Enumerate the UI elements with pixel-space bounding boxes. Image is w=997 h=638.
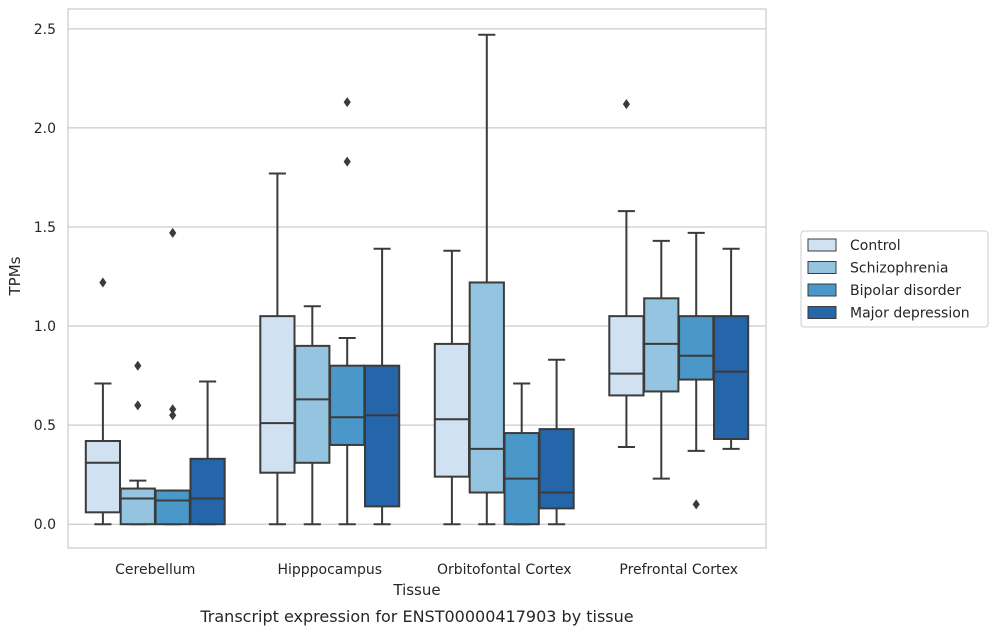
box-3-1 — [363, 247, 401, 526]
x-tick-label: Hipppocampus — [277, 562, 382, 578]
box-2-2 — [503, 382, 540, 526]
box-iqr — [119, 487, 156, 526]
outlier-point — [134, 400, 142, 411]
chart-caption: Transcript expression for ENST0000041790… — [199, 607, 633, 626]
y-tick-label: 1.5 — [34, 220, 56, 236]
box-iqr — [154, 489, 191, 526]
box-iqr — [329, 364, 366, 446]
legend: Control Schizophrenia Bipolar disorder Majo… — [800, 230, 989, 328]
outlier-point — [343, 97, 351, 108]
x-tick-labels: Cerebellum Hipppocampus Orbitofontal Corte… — [115, 562, 738, 578]
box-iqr — [433, 342, 471, 478]
outlier-point — [692, 499, 700, 510]
legend-label: Schizophrenia — [850, 261, 948, 277]
box-1-3 — [643, 239, 680, 480]
x-tick-label: Cerebellum — [115, 562, 195, 578]
box-1-0 — [119, 360, 156, 526]
box-iqr — [189, 457, 226, 526]
box-3-3 — [712, 247, 750, 450]
box-iqr — [608, 315, 645, 397]
box-iqr — [538, 428, 575, 510]
outlier-point — [99, 277, 107, 288]
outlier-point — [343, 156, 351, 167]
outlier-point — [169, 227, 177, 238]
box-iqr — [712, 315, 750, 441]
box-iqr — [294, 344, 331, 464]
x-axis-label: Tissue — [392, 581, 440, 599]
grid-lines — [68, 28, 766, 525]
x-tick-label: Orbitofontal Cortex — [437, 562, 572, 578]
box-1-2 — [468, 33, 505, 526]
y-tick-label: 1.0 — [34, 319, 56, 335]
box-0-0 — [84, 277, 122, 526]
box-2-3 — [678, 231, 715, 510]
outlier-point — [622, 99, 630, 110]
legend-swatch — [807, 238, 837, 252]
box-iqr — [259, 315, 296, 474]
y-tick-label: 2.0 — [34, 121, 56, 137]
y-tick-label: 0.5 — [34, 418, 56, 434]
legend-label: Major depression — [850, 306, 970, 322]
box-2-1 — [329, 97, 366, 526]
box-0-2 — [433, 249, 471, 526]
legend-items: Control Schizophrenia Bipolar disorder Majo… — [807, 238, 970, 322]
legend-swatch — [807, 283, 837, 297]
y-tick-label: 0.0 — [34, 517, 56, 533]
box-2-0 — [154, 227, 191, 526]
y-tick-labels: 0.0 0.5 1.0 1.5 2.0 2.5 — [34, 22, 56, 533]
box-plot-boxes — [84, 33, 750, 526]
box-3-0 — [189, 380, 226, 526]
box-iqr — [468, 281, 505, 494]
legend-swatch — [807, 261, 837, 274]
y-tick-label: 2.5 — [34, 22, 56, 38]
box-iqr — [363, 364, 401, 508]
box-iqr — [84, 439, 122, 514]
outlier-point — [169, 410, 177, 421]
outlier-point — [134, 360, 142, 371]
legend-label: Control — [850, 238, 901, 254]
outlier-point — [169, 404, 177, 415]
legend-swatch — [807, 306, 837, 319]
box-iqr — [678, 315, 715, 381]
legend-frame — [800, 230, 989, 328]
box-0-3 — [608, 99, 645, 448]
plot-frame — [67, 8, 767, 549]
x-tick-label: Prefrontal Cortex — [619, 562, 738, 578]
y-axis-label: TPMs — [6, 256, 24, 296]
box-3-2 — [538, 358, 575, 526]
legend-label: Bipolar disorder — [850, 283, 961, 299]
box-0-1 — [259, 172, 296, 526]
box-1-1 — [294, 305, 331, 526]
